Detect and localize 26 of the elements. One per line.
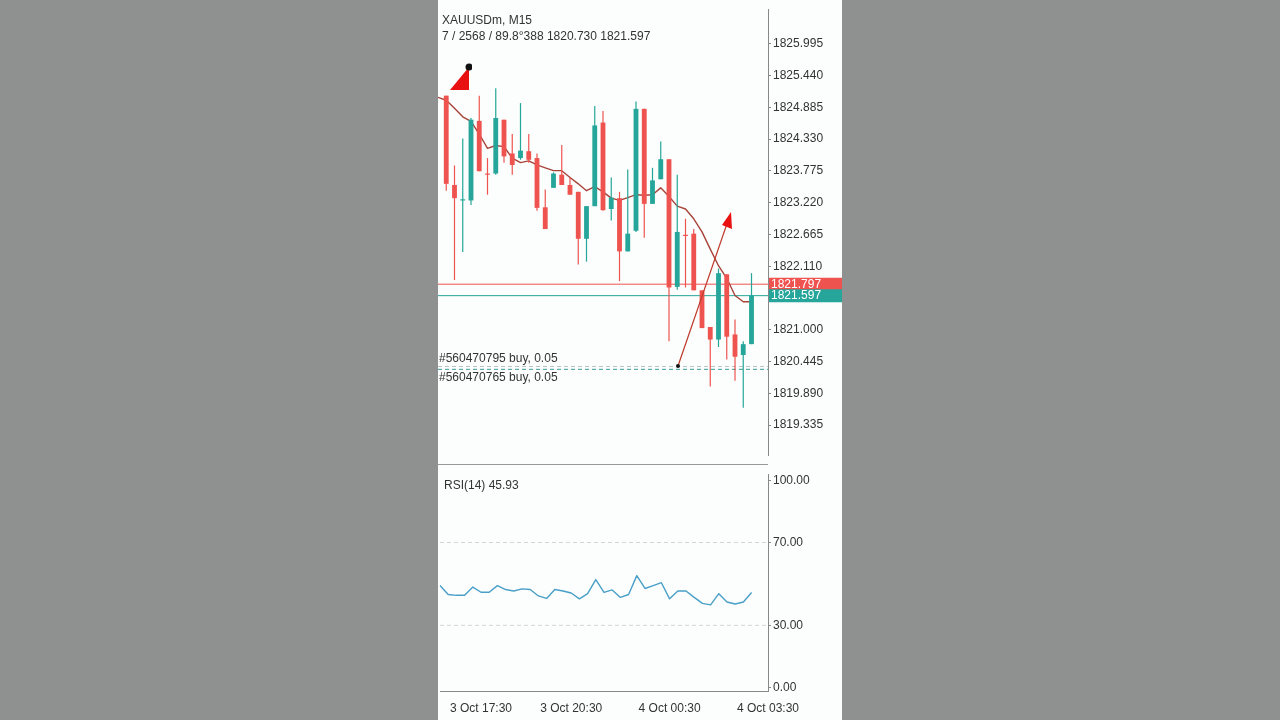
- x-tick-label: 3 Oct 17:30: [449, 701, 513, 716]
- y-tick-label: 1823.220: [773, 195, 824, 210]
- y-tick-label: 1824.330: [773, 131, 824, 146]
- y-tick-label: 1820.445: [773, 353, 824, 368]
- ref-line-label: #560470795 buy, 0.05: [439, 350, 558, 365]
- y-tick-label: 1819.890: [773, 385, 824, 400]
- y-tick-label: 30.00: [773, 617, 804, 632]
- y-tick-label: 1821.000: [773, 322, 824, 337]
- y-tick-label: 100.00: [773, 472, 811, 487]
- y-tick-label: 1823.775: [773, 163, 824, 178]
- text: 7 / 2568 / 89.8°388 1820.730 1821.597: [442, 29, 651, 44]
- y-tick-label: 1824.885: [773, 99, 824, 114]
- x-tick-label: 4 Oct 00:30: [638, 701, 701, 716]
- y-tick-label: 1822.665: [773, 226, 824, 241]
- chart-title: XAUUSDm, M15: [442, 13, 533, 28]
- x-tick-label: 4 Oct 03:30: [736, 701, 800, 716]
- y-tick-label: 1822.110: [773, 258, 823, 273]
- y-tick-label: 1819.335: [773, 417, 824, 432]
- y-tick-label: 70.00: [773, 534, 804, 549]
- y-tick-label: 0.00: [773, 679, 797, 694]
- y-tick-label: 1825.440: [773, 67, 824, 82]
- ref-line-label: 1821.597: [771, 288, 822, 303]
- x-tick-label: 3 Oct 20:30: [540, 701, 603, 716]
- ref-line-label: #560470765 buy, 0.05: [439, 369, 558, 384]
- y-tick-label: 1825.995: [773, 36, 824, 51]
- chart-title: RSI(14) 45.93: [444, 478, 520, 493]
